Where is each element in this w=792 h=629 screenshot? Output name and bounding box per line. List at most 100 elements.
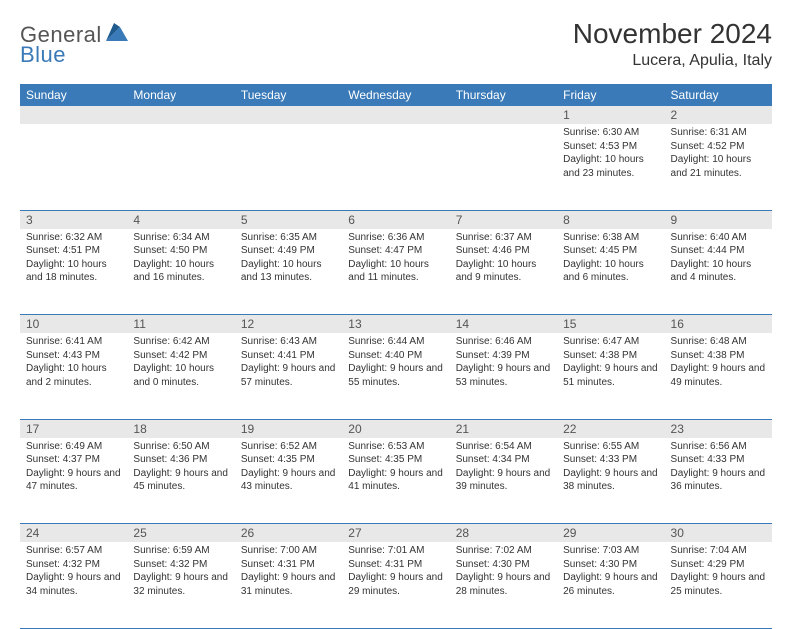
day-body: Sunrise: 6:55 AMSunset: 4:33 PMDaylight:… [557, 438, 664, 498]
sunrise: Sunrise: 7:00 AM [241, 544, 336, 558]
day-cell: Sunrise: 7:00 AMSunset: 4:31 PMDaylight:… [235, 542, 342, 628]
day-body [450, 124, 557, 130]
sunset: Sunset: 4:45 PM [563, 244, 658, 258]
day-cell: Sunrise: 6:50 AMSunset: 4:36 PMDaylight:… [127, 438, 234, 524]
weekday-thursday: Thursday [450, 84, 557, 106]
day-cell: Sunrise: 6:41 AMSunset: 4:43 PMDaylight:… [20, 333, 127, 419]
day-body: Sunrise: 7:02 AMSunset: 4:30 PMDaylight:… [450, 542, 557, 602]
weekday-tuesday: Tuesday [235, 84, 342, 106]
calendar-head: SundayMondayTuesdayWednesdayThursdayFrid… [20, 84, 772, 106]
day-body: Sunrise: 6:35 AMSunset: 4:49 PMDaylight:… [235, 229, 342, 289]
day-body: Sunrise: 6:56 AMSunset: 4:33 PMDaylight:… [665, 438, 772, 498]
day-cell [342, 124, 449, 210]
sunrise: Sunrise: 6:42 AM [133, 335, 228, 349]
day-number [342, 106, 449, 124]
daylight: Daylight: 9 hours and 57 minutes. [241, 362, 336, 389]
sunrise: Sunrise: 6:44 AM [348, 335, 443, 349]
sunrise: Sunrise: 6:43 AM [241, 335, 336, 349]
day-body: Sunrise: 6:49 AMSunset: 4:37 PMDaylight:… [20, 438, 127, 498]
day-number: 12 [235, 315, 342, 334]
day-body: Sunrise: 6:34 AMSunset: 4:50 PMDaylight:… [127, 229, 234, 289]
sunrise: Sunrise: 6:35 AM [241, 231, 336, 245]
day-number: 23 [665, 419, 772, 438]
day-number [450, 106, 557, 124]
day-body: Sunrise: 6:59 AMSunset: 4:32 PMDaylight:… [127, 542, 234, 602]
daylight: Daylight: 9 hours and 49 minutes. [671, 362, 766, 389]
sunrise: Sunrise: 6:50 AM [133, 440, 228, 454]
day-body: Sunrise: 6:44 AMSunset: 4:40 PMDaylight:… [342, 333, 449, 393]
sunrise: Sunrise: 6:38 AM [563, 231, 658, 245]
daynum-row: 17181920212223 [20, 419, 772, 438]
day-body: Sunrise: 6:53 AMSunset: 4:35 PMDaylight:… [342, 438, 449, 498]
day-number [20, 106, 127, 124]
month-title: November 2024 [573, 18, 772, 50]
sunrise: Sunrise: 6:34 AM [133, 231, 228, 245]
sunset: Sunset: 4:43 PM [26, 349, 121, 363]
day-body [127, 124, 234, 130]
day-body: Sunrise: 6:50 AMSunset: 4:36 PMDaylight:… [127, 438, 234, 498]
day-cell: Sunrise: 6:52 AMSunset: 4:35 PMDaylight:… [235, 438, 342, 524]
daylight: Daylight: 10 hours and 2 minutes. [26, 362, 121, 389]
daylight: Daylight: 9 hours and 39 minutes. [456, 467, 551, 494]
day-body: Sunrise: 6:43 AMSunset: 4:41 PMDaylight:… [235, 333, 342, 393]
sunrise: Sunrise: 7:04 AM [671, 544, 766, 558]
sunset: Sunset: 4:41 PM [241, 349, 336, 363]
day-cell [450, 124, 557, 210]
day-cell: Sunrise: 6:32 AMSunset: 4:51 PMDaylight:… [20, 229, 127, 315]
location: Lucera, Apulia, Italy [573, 52, 772, 70]
day-number: 19 [235, 419, 342, 438]
sunset: Sunset: 4:35 PM [348, 453, 443, 467]
sunrise: Sunrise: 6:47 AM [563, 335, 658, 349]
sunrise: Sunrise: 6:46 AM [456, 335, 551, 349]
daylight: Daylight: 9 hours and 38 minutes. [563, 467, 658, 494]
day-cell [235, 124, 342, 210]
sunset: Sunset: 4:30 PM [563, 558, 658, 572]
day-number [127, 106, 234, 124]
day-body: Sunrise: 6:40 AMSunset: 4:44 PMDaylight:… [665, 229, 772, 289]
daylight: Daylight: 9 hours and 26 minutes. [563, 571, 658, 598]
day-cell: Sunrise: 6:48 AMSunset: 4:38 PMDaylight:… [665, 333, 772, 419]
logo-blue-row: Blue [20, 42, 66, 68]
sunrise: Sunrise: 6:48 AM [671, 335, 766, 349]
daylight: Daylight: 10 hours and 16 minutes. [133, 258, 228, 285]
day-number: 4 [127, 210, 234, 229]
day-number: 29 [557, 524, 664, 543]
day-cell: Sunrise: 6:54 AMSunset: 4:34 PMDaylight:… [450, 438, 557, 524]
day-number: 21 [450, 419, 557, 438]
day-cell: Sunrise: 6:43 AMSunset: 4:41 PMDaylight:… [235, 333, 342, 419]
sunset: Sunset: 4:53 PM [563, 140, 658, 154]
sunrise: Sunrise: 6:40 AM [671, 231, 766, 245]
sunset: Sunset: 4:47 PM [348, 244, 443, 258]
sunset: Sunset: 4:40 PM [348, 349, 443, 363]
day-number: 5 [235, 210, 342, 229]
sunrise: Sunrise: 6:52 AM [241, 440, 336, 454]
sunset: Sunset: 4:36 PM [133, 453, 228, 467]
sunset: Sunset: 4:42 PM [133, 349, 228, 363]
sunrise: Sunrise: 6:53 AM [348, 440, 443, 454]
sunset: Sunset: 4:44 PM [671, 244, 766, 258]
day-body: Sunrise: 6:32 AMSunset: 4:51 PMDaylight:… [20, 229, 127, 289]
week-row: Sunrise: 6:49 AMSunset: 4:37 PMDaylight:… [20, 438, 772, 524]
day-cell: Sunrise: 6:30 AMSunset: 4:53 PMDaylight:… [557, 124, 664, 210]
sunset: Sunset: 4:37 PM [26, 453, 121, 467]
day-cell: Sunrise: 6:55 AMSunset: 4:33 PMDaylight:… [557, 438, 664, 524]
daynum-row: 12 [20, 106, 772, 124]
sunrise: Sunrise: 6:36 AM [348, 231, 443, 245]
title-block: November 2024 Lucera, Apulia, Italy [573, 18, 772, 70]
daylight: Daylight: 9 hours and 53 minutes. [456, 362, 551, 389]
sunset: Sunset: 4:49 PM [241, 244, 336, 258]
weekday-monday: Monday [127, 84, 234, 106]
daylight: Daylight: 9 hours and 25 minutes. [671, 571, 766, 598]
sunrise: Sunrise: 6:54 AM [456, 440, 551, 454]
sunrise: Sunrise: 6:31 AM [671, 126, 766, 140]
day-number: 7 [450, 210, 557, 229]
day-body: Sunrise: 7:04 AMSunset: 4:29 PMDaylight:… [665, 542, 772, 602]
logo-text-blue: Blue [20, 42, 66, 67]
sunset: Sunset: 4:50 PM [133, 244, 228, 258]
daylight: Daylight: 10 hours and 21 minutes. [671, 153, 766, 180]
daylight: Daylight: 9 hours and 32 minutes. [133, 571, 228, 598]
day-cell: Sunrise: 6:36 AMSunset: 4:47 PMDaylight:… [342, 229, 449, 315]
daylight: Daylight: 9 hours and 36 minutes. [671, 467, 766, 494]
day-cell: Sunrise: 6:42 AMSunset: 4:42 PMDaylight:… [127, 333, 234, 419]
daylight: Daylight: 10 hours and 9 minutes. [456, 258, 551, 285]
